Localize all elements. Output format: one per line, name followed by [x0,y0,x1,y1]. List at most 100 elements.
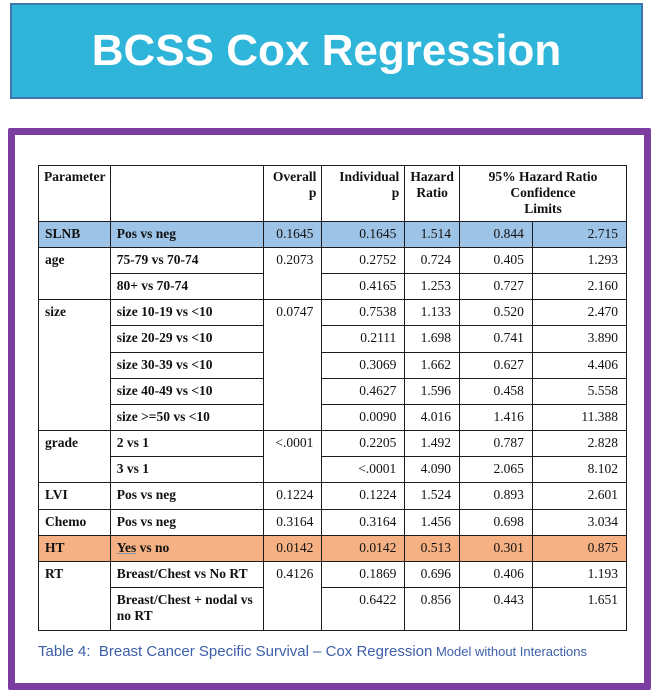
parameter-cell: SLNB [38,220,111,248]
contrast-cell: Breast/Chest vs No RT [109,560,264,589]
individual-p-cell: <.0001 [321,456,406,484]
table-row: SLNB Pos vs neg 0.1645 0.1645 1.514 0.844 2.71… [38,220,628,248]
header-cell-parameter: Parameter [38,165,111,222]
table-row: grade 2 vs 1 <.0001 0.2205 1.492 0.787 2.828 [38,430,628,484]
page-title: BCSS Cox Regression [91,26,562,75]
ci-upper-cell: 11.388 [531,403,628,432]
caption-main: Table 4: Breast Cancer Specific Survival… [38,643,433,660]
parameter-cell: RT [38,561,111,631]
contrast-cell: size 40-49 vs <10 [109,377,264,405]
ci-lower-cell: 2.065 [458,456,533,484]
ci-lower-cell: 0.406 [458,560,533,589]
table-row: LVI Pos vs neg 0.1224 0.1224 1.524 0.893 2.601 [38,482,628,510]
individual-p-cell: 0.0090 [321,403,406,432]
table-row: Chemo Pos vs neg 0.3164 0.3164 1.456 0.698 3.0… [38,508,628,536]
parameter-cell: LVI [38,482,111,510]
overall-p-cell: 0.1224 [262,482,323,510]
table-header: Parameter Overall p Individual p Hazard Rat… [38,165,628,222]
overall-p-cell: <.0001 [262,430,323,484]
caption-suffix: Model without Interactions [432,644,587,659]
parameter-cell: size [38,299,111,432]
table-row: size 30-39 vs <10 0.3069 1.662 0.627 4.406 [39,351,628,379]
table-row: RT Breast/Chest vs No RT 0.4126 0.1869 0.696… [38,560,628,631]
hazard-ratio-cell: 4.090 [404,456,460,484]
table-row: Breast/Chest + nodal vs no RT 0.6422 0.856… [39,587,628,631]
contrast-cell: Pos vs neg [109,220,264,248]
hazard-ratio-cell: 0.696 [404,560,460,589]
overall-p-cell: 0.0142 [262,534,323,563]
ci-lower-cell: 0.443 [458,587,533,631]
overall-p-cell: 0.2073 [262,246,323,301]
table-frame: Parameter Overall p Individual p Hazard Rat… [8,128,651,690]
contrast-cell: size >=50 vs <10 [109,403,264,432]
hazard-ratio-cell: 4.016 [404,403,460,432]
ci-lower-cell: 0.741 [458,325,533,353]
table-row: 3 vs 1 <.0001 4.090 2.065 8.102 [39,456,628,484]
ci-lower-cell: 0.787 [458,430,533,458]
contrast-cell: 80+ vs 70-74 [109,272,264,301]
individual-p-cell: 0.4165 [321,272,406,301]
ci-upper-cell: 3.890 [531,325,628,353]
ci-lower-cell: 0.698 [458,508,533,536]
ci-lower-cell: 1.416 [458,403,533,432]
ci-upper-cell: 2.828 [531,430,628,458]
ci-upper-cell: 8.102 [531,456,628,484]
hazard-ratio-cell: 1.253 [404,272,460,301]
hazard-ratio-cell: 1.524 [404,482,460,510]
table-row: size 20-29 vs <10 0.2111 1.698 0.741 3.890 [39,325,628,353]
overall-p-cell: 0.4126 [262,561,323,631]
hazard-ratio-cell: 1.492 [404,430,460,458]
underlined-word: Yes [116,539,137,555]
header-cell-contrast [109,165,264,222]
contrast-cell: 75-79 vs 70-74 [109,246,264,274]
individual-p-cell: 0.0142 [321,534,406,563]
ci-lower-cell: 0.301 [458,534,533,563]
hazard-ratio-cell: 1.514 [404,220,460,248]
ci-lower-cell: 0.627 [458,351,533,379]
table-row: 80+ vs 70-74 0.4165 1.253 0.727 2.160 [39,272,628,301]
parameter-cell: HT [38,534,111,563]
individual-p-cell: 0.2205 [321,430,406,458]
ci-upper-cell: 1.193 [531,560,628,589]
ci-lower-cell: 0.520 [458,299,533,327]
header-cell-overall-p: Overall p [262,165,323,222]
ci-lower-cell: 0.893 [458,482,533,510]
individual-p-cell: 0.3164 [321,508,406,536]
table-row: age 75-79 vs 70-74 0.2073 0.2752 0.724 0.405 1… [38,246,628,301]
contrast-cell: size 20-29 vs <10 [109,325,264,353]
contrast-cell: Breast/Chest + nodal vs no RT [109,587,264,631]
table-row: size >=50 vs <10 0.0090 4.016 1.416 11.388 [39,403,628,432]
header-row: Parameter Overall p Individual p Hazard Rat… [38,165,628,222]
header-cell-hazard-ratio: Hazard Ratio [404,165,460,222]
table-row: size size 10-19 vs <10 0.0747 0.7538 1.133 0.… [38,299,628,432]
individual-p-cell: 0.2111 [321,325,406,353]
individual-p-cell: 0.2752 [321,246,406,274]
overall-p-cell: 0.1645 [262,220,323,248]
table-row: HT Yes vs no 0.0142 0.0142 0.513 0.301 0.875 [38,534,628,563]
individual-p-cell: 0.1869 [321,560,406,589]
ci-upper-cell: 2.470 [531,299,628,327]
ci-upper-cell: 4.406 [531,351,628,379]
individual-p-cell: 0.7538 [321,299,406,327]
parameter-cell: Chemo [38,508,111,536]
overall-p-cell: 0.3164 [262,508,323,536]
title-banner: BCSS Cox Regression [10,3,643,99]
parameter-cell: grade [38,430,111,484]
overall-p-cell: 0.0747 [262,299,323,432]
hazard-ratio-cell: 1.133 [404,299,460,327]
cox-table: Parameter Overall p Individual p Hazard Rat… [38,165,628,631]
ci-upper-cell: 2.160 [531,272,628,301]
contrast-cell: Pos vs neg [109,508,264,536]
contrast-cell: size 30-39 vs <10 [109,351,264,379]
table-body: SLNB Pos vs neg 0.1645 0.1645 1.514 0.844 2.71… [38,220,628,631]
hazard-ratio-cell: 1.456 [404,508,460,536]
table-row: size 40-49 vs <10 0.4627 1.596 0.458 5.558 [39,377,628,405]
ci-upper-cell: 1.651 [531,587,628,631]
ci-lower-cell: 0.405 [458,246,533,274]
individual-p-cell: 0.6422 [321,587,406,631]
ci-upper-cell: 2.601 [531,482,628,510]
individual-p-cell: 0.4627 [321,377,406,405]
hazard-ratio-cell: 0.724 [404,246,460,274]
ci-lower-cell: 0.458 [458,377,533,405]
individual-p-cell: 0.3069 [321,351,406,379]
